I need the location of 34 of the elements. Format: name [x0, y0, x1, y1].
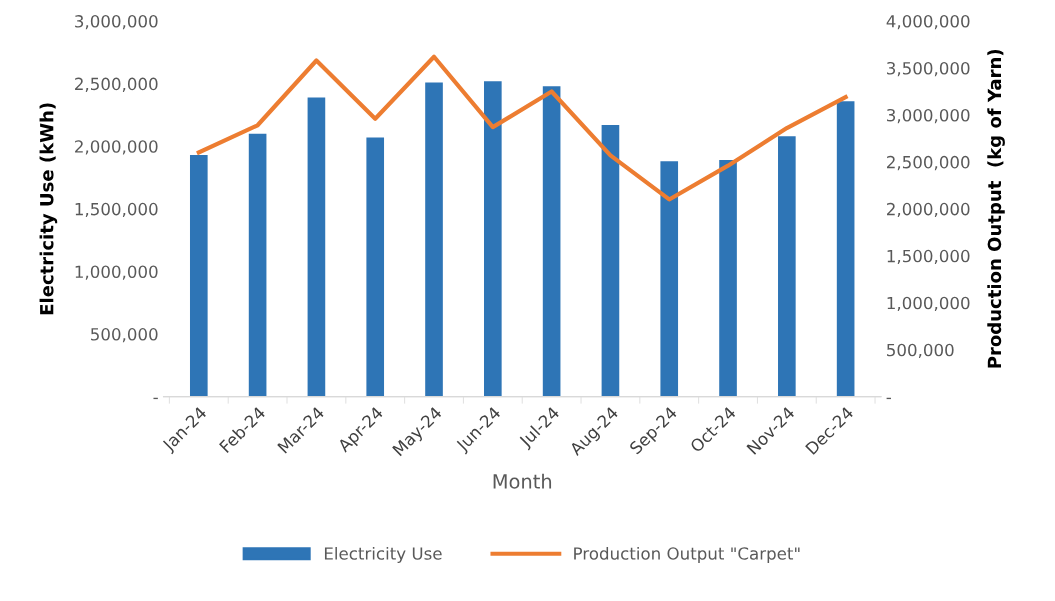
- y2-tick-label: 2,500,000: [887, 155, 970, 171]
- bar: [719, 160, 737, 397]
- y2-tick-label: 4,000,000: [886, 15, 970, 30]
- bar: [425, 82, 443, 397]
- y-axis-title: Electricity Use (kWh): [39, 103, 58, 315]
- y2-tick-label: 500,000: [887, 343, 954, 358]
- y-tick-label: 2,500,000: [75, 77, 158, 92]
- bar: [542, 86, 561, 397]
- line-series: [196, 54, 848, 202]
- y-tick-label: 1,000,000: [75, 265, 158, 280]
- y-tick-label: -: [153, 397, 158, 400]
- bar: [836, 101, 855, 397]
- bar: [307, 97, 326, 397]
- bar: [484, 81, 502, 397]
- y2-tick-label: 1,000,000: [887, 296, 970, 312]
- y2-tick-label: -: [886, 397, 891, 400]
- bar: [189, 155, 208, 397]
- y2-tick-label: 3,500,000: [887, 61, 970, 77]
- bar: [248, 133, 267, 397]
- y-tick-label: 2,000,000: [75, 140, 158, 155]
- y2-axis-title: Production Output (kg of Yarn): [987, 49, 1005, 368]
- y2-tick-label: 1,500,000: [887, 249, 970, 265]
- y-tick-label: 1,500,000: [75, 202, 158, 218]
- legend-label: Electricity Use: [324, 546, 442, 564]
- y2-tick-label: 3,000,000: [887, 108, 970, 124]
- bar: [778, 136, 796, 397]
- y-tick-label: 500,000: [91, 328, 158, 343]
- bar: [366, 137, 385, 397]
- bar: [601, 124, 620, 397]
- y2-tick-label: 2,000,000: [887, 202, 970, 218]
- legend-label: Production Output "Carpet": [574, 546, 800, 564]
- y-tick-label: 3,000,000: [75, 15, 158, 30]
- x-axis-title: Month: [493, 473, 552, 489]
- bar: [660, 161, 679, 397]
